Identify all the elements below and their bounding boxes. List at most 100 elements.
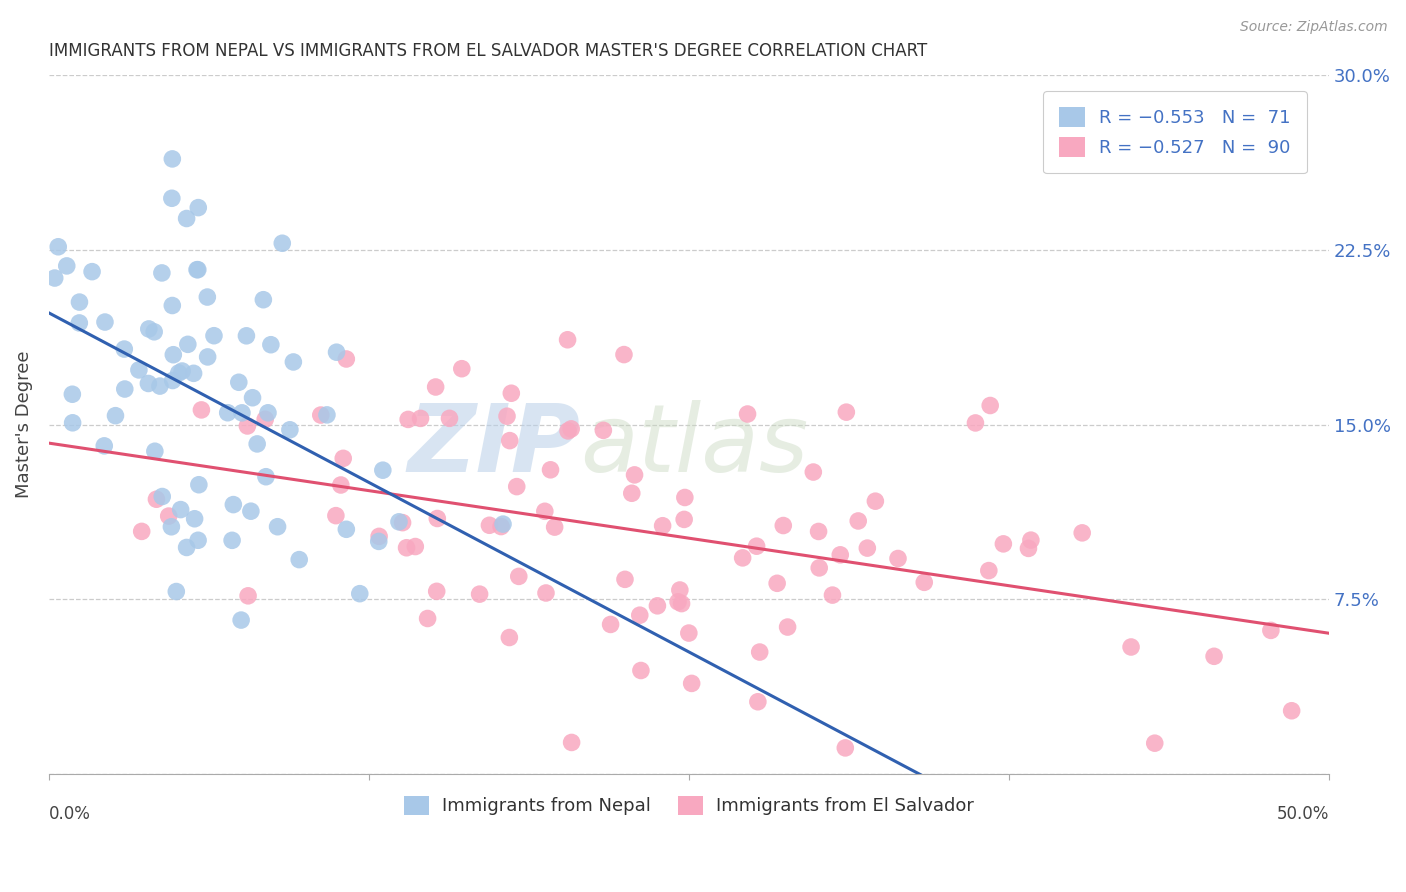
Point — [278, 423, 301, 437]
Point — [834, 740, 856, 755]
Point — [776, 620, 799, 634]
Point — [1019, 533, 1042, 548]
Point — [647, 599, 669, 613]
Point — [221, 533, 243, 548]
Point — [271, 236, 294, 251]
Point — [623, 467, 645, 482]
Point — [1017, 541, 1039, 556]
Point — [409, 411, 432, 425]
Point — [217, 406, 239, 420]
Point — [187, 477, 209, 491]
Point — [506, 480, 529, 494]
Point — [157, 509, 180, 524]
Point — [887, 551, 910, 566]
Point — [231, 406, 253, 420]
Point — [202, 328, 225, 343]
Point — [252, 293, 274, 307]
Point — [391, 516, 413, 530]
Point — [731, 550, 754, 565]
Point — [260, 337, 283, 351]
Point — [138, 322, 160, 336]
Point — [93, 439, 115, 453]
Point — [416, 611, 439, 625]
Point — [167, 366, 190, 380]
Point — [560, 422, 582, 436]
Point — [613, 348, 636, 362]
Point — [561, 735, 583, 749]
Point — [329, 478, 352, 492]
Point — [678, 626, 700, 640]
Point — [492, 517, 515, 532]
Point — [404, 540, 426, 554]
Point — [325, 345, 347, 359]
Point — [235, 328, 257, 343]
Point — [395, 541, 418, 555]
Point — [614, 572, 637, 586]
Point — [131, 524, 153, 539]
Point — [187, 262, 209, 277]
Point — [557, 333, 579, 347]
Point — [150, 490, 173, 504]
Point — [489, 519, 512, 533]
Point — [1119, 640, 1142, 654]
Point — [1260, 624, 1282, 638]
Text: 50.0%: 50.0% — [1277, 805, 1329, 822]
Point — [807, 524, 830, 539]
Point — [1143, 736, 1166, 750]
Point — [172, 364, 194, 378]
Point — [426, 584, 449, 599]
Point — [112, 342, 135, 356]
Point — [254, 469, 277, 483]
Point — [195, 290, 218, 304]
Point — [169, 502, 191, 516]
Point — [288, 552, 311, 566]
Point — [439, 411, 461, 425]
Point — [257, 406, 280, 420]
Point — [599, 617, 621, 632]
Point — [183, 512, 205, 526]
Point — [977, 564, 1000, 578]
Point — [160, 191, 183, 205]
Point — [60, 387, 83, 401]
Point — [186, 262, 208, 277]
Point — [162, 152, 184, 166]
Point — [388, 515, 411, 529]
Point — [496, 409, 519, 424]
Point — [534, 586, 557, 600]
Point — [426, 511, 449, 525]
Point — [150, 266, 173, 280]
Point — [69, 295, 91, 310]
Point — [681, 676, 703, 690]
Point — [912, 575, 935, 590]
Point — [1071, 525, 1094, 540]
Point — [190, 403, 212, 417]
Point — [468, 587, 491, 601]
Point — [104, 409, 127, 423]
Point — [62, 416, 84, 430]
Point — [592, 423, 614, 437]
Point — [747, 695, 769, 709]
Point — [808, 561, 831, 575]
Text: ZIP: ZIP — [408, 400, 581, 491]
Point — [236, 419, 259, 434]
Point — [669, 582, 692, 597]
Point — [187, 201, 209, 215]
Text: Source: ZipAtlas.com: Source: ZipAtlas.com — [1240, 20, 1388, 34]
Point — [993, 537, 1015, 551]
Point — [673, 491, 696, 505]
Point — [316, 408, 339, 422]
Point — [368, 529, 391, 543]
Point — [176, 541, 198, 555]
Point — [149, 379, 172, 393]
Point — [222, 498, 245, 512]
Point — [335, 351, 357, 366]
Point — [666, 595, 689, 609]
Point — [143, 325, 166, 339]
Point — [671, 597, 693, 611]
Point — [673, 512, 696, 526]
Point — [165, 584, 187, 599]
Point — [162, 348, 184, 362]
Point — [236, 589, 259, 603]
Point — [450, 361, 472, 376]
Point — [628, 608, 651, 623]
